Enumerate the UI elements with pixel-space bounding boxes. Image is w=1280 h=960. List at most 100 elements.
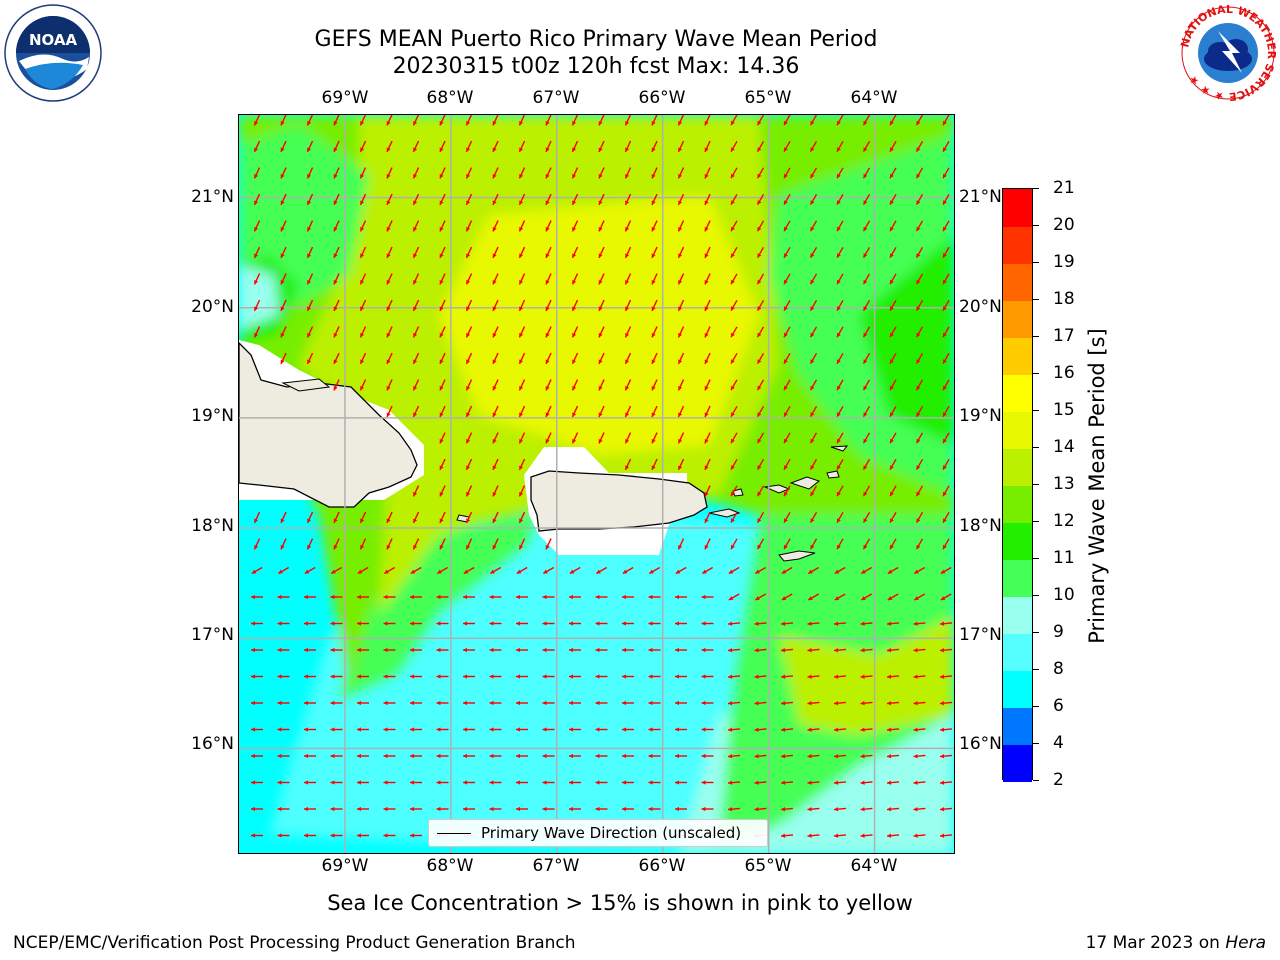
wave-arrow [809,273,818,285]
wave-arrow [780,807,794,812]
wave-arrow [439,511,446,524]
wave-arrow [704,299,711,312]
wave-arrow [463,780,475,785]
wave-arrow [836,352,844,365]
wave-arrow [465,273,473,285]
wave-arrow [410,753,422,759]
wave-arrow [569,806,581,812]
wave-arrow [675,594,687,600]
wave-arrow [465,432,473,444]
wave-arrow [862,352,871,365]
wave-arrow [569,594,581,600]
wave-arrow [359,326,367,338]
wave-arrow [677,299,685,312]
wave-arrow [304,727,316,732]
lat-label: 19°N [191,406,234,426]
wave-arrow [651,167,658,179]
wave-arrow [357,700,369,706]
wave-arrow [383,566,396,575]
wave-arrow [860,780,873,785]
wave-arrow [756,432,765,444]
colorbar-tick-label: 15 [1053,400,1075,420]
wave-arrow [939,701,953,706]
wave-arrow [780,674,794,679]
wave-arrow [915,511,924,524]
wave-arrow [756,458,765,471]
wave-arrow [386,167,393,179]
wave-arrow [622,806,634,812]
wave-arrow [439,246,446,259]
wave-arrow [754,674,767,679]
wave-arrow [809,140,818,153]
wave-arrow [277,621,290,626]
wave-arrow [439,379,446,391]
wave-arrow [783,485,791,497]
wave-arrow [595,594,608,600]
wave-arrow [280,193,287,206]
wave-arrow [704,193,711,206]
wave-arrow [651,458,658,471]
wave-arrow [386,246,393,259]
wave-arrow [253,193,261,206]
wave-arrow [571,273,579,285]
wave-arrow [860,727,873,732]
wave-arrow [518,273,526,285]
wave-arrow [386,511,393,524]
wave-arrow [410,806,422,812]
wave-arrow [677,140,685,153]
wave-arrow [518,405,526,418]
wave-arrow [386,538,393,550]
wave-arrow [410,833,422,838]
wave-arrow [545,405,552,418]
wave-arrow [942,485,950,497]
colorbar-tick [1033,410,1039,411]
wave-arrow [730,273,738,285]
wave-arrow [436,806,449,812]
wave-arrow [754,727,767,732]
wave-arrow [913,780,926,785]
wave-arrow [886,780,900,785]
wave-arrow [465,326,473,338]
wave-arrow [463,700,475,706]
wave-arrow [412,246,420,259]
colorbar-segment [1003,596,1032,634]
wave-arrow [783,167,791,179]
wave-arrow [807,701,820,706]
wave-arrow [280,326,287,338]
wave-arrow [942,115,950,126]
wave-arrow [359,246,367,259]
wave-arrow [756,538,765,550]
footer-date-text: 17 Mar 2023 on [1085,933,1220,953]
wave-arrow [333,115,340,126]
colorbar-tick-label: 10 [1053,585,1075,605]
wave-arrow [809,246,818,259]
wave-arrow [860,674,873,679]
wave-arrow [253,220,261,232]
colorbar-tick-label: 9 [1053,622,1064,642]
wave-arrow [439,405,446,418]
wave-arrow [412,326,420,338]
wave-arrow [889,405,897,418]
wave-arrow [915,115,924,126]
wave-arrow [569,566,581,575]
wave-arrow [704,352,711,365]
wave-arrow [701,621,714,626]
wave-arrow [915,352,924,365]
wave-arrow [518,485,526,497]
wave-arrow [598,273,605,285]
wave-arrow [886,621,900,626]
lon-label: 66°W [638,856,686,876]
wave-arrow [253,140,261,153]
wave-arrow [756,115,765,126]
wave-arrow [330,674,343,679]
wave-arrow [889,352,897,365]
wave-arrow [728,593,740,601]
wave-arrow [889,326,897,338]
wave-arrow [862,538,871,550]
wave-arrow [677,193,685,206]
colorbar-segment [1003,263,1032,301]
wave-arrow [862,140,871,153]
tortuga-island [281,378,331,392]
colorbar-segment [1003,670,1032,708]
wave-arrow [251,806,263,812]
